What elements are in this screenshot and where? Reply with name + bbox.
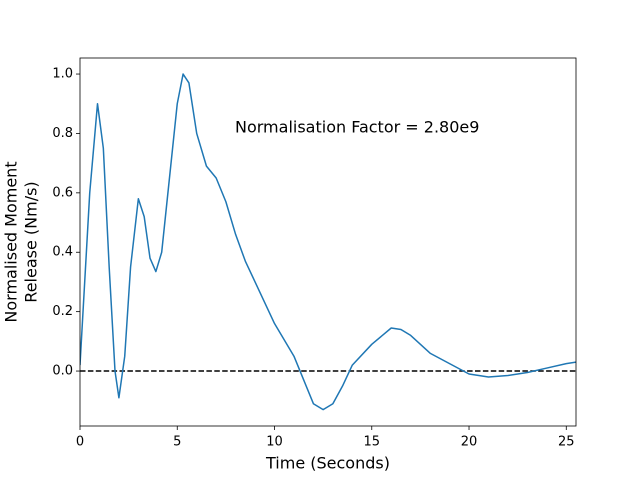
y-axis-label: Release (Nm/s) — [22, 181, 41, 302]
plot-frame — [79, 57, 577, 427]
annotation: Normalisation Factor = 2.80e9 — [235, 118, 479, 137]
y-tick-label: 0.0 — [52, 364, 73, 379]
y-tick-label: 0.4 — [52, 245, 73, 260]
x-tick-label: 25 — [558, 435, 575, 450]
data-line — [80, 73, 576, 411]
y-tick-label: 0.2 — [52, 304, 73, 319]
y-tick-label: 0.8 — [52, 126, 73, 141]
x-tick-label: 10 — [266, 435, 283, 450]
y-tick-label: 1.0 — [52, 67, 73, 82]
y-tick-label: 0.6 — [52, 185, 73, 200]
x-tick-label: 15 — [363, 435, 380, 450]
x-axis-label: Time (Seconds) — [265, 454, 390, 473]
x-tick-label: 0 — [76, 435, 84, 450]
x-tick-label: 5 — [173, 435, 181, 450]
y-axis-label: Normalised Moment — [2, 161, 21, 322]
x-tick-label: 20 — [461, 435, 478, 450]
